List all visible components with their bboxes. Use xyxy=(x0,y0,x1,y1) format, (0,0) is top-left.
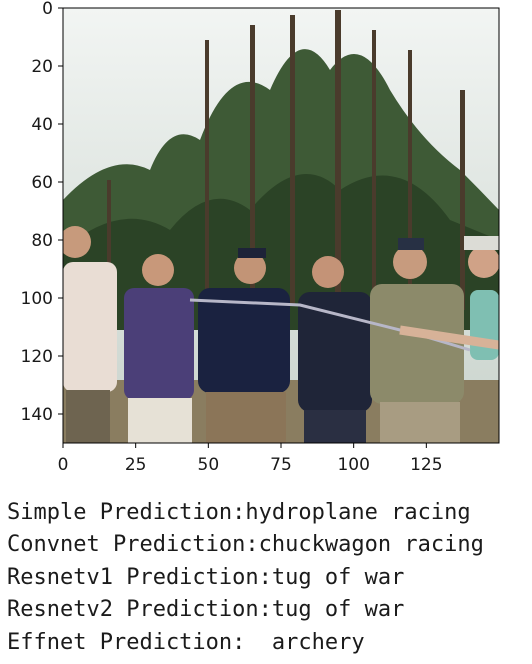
x-tick-label: 75 xyxy=(270,455,292,475)
prediction-convnet: Convnet Prediction:chuckwagon racing xyxy=(7,529,484,561)
y-tick-label: 100 xyxy=(21,289,53,309)
prediction-value: tug of war xyxy=(271,597,405,623)
prediction-value: archery xyxy=(271,629,365,655)
y-tick-label: 40 xyxy=(31,115,53,135)
prediction-value: hydroplane racing xyxy=(245,500,471,525)
prediction-resnetv2: Resnetv2 Prediction:tug of war xyxy=(7,594,484,626)
x-tick-label: 125 xyxy=(410,455,442,475)
prediction-simple: Simple Prediction:hydroplane racing xyxy=(7,497,484,529)
y-tick-label: 60 xyxy=(31,173,53,193)
x-axis: 0 25 50 75 100 125 xyxy=(58,443,443,475)
x-tick-label: 25 xyxy=(125,455,147,475)
x-tick-label: 50 xyxy=(198,455,220,475)
y-axis: 0 20 40 60 80 100 120 140 xyxy=(21,0,63,425)
y-tick-label: 120 xyxy=(21,347,53,367)
prediction-effnet: Effnet Prediction: archery xyxy=(7,627,484,659)
prediction-label: Simple Prediction: xyxy=(7,500,246,525)
photo-image xyxy=(63,8,499,443)
prediction-label: Resnetv2 Prediction: xyxy=(7,597,272,623)
prediction-value: chuckwagon racing xyxy=(258,532,484,558)
y-tick-label: 80 xyxy=(31,231,53,251)
x-tick-label: 100 xyxy=(337,455,369,475)
prediction-resnetv1: Resnetv1 Prediction:tug of war xyxy=(7,562,484,594)
prediction-label: Convnet Prediction: xyxy=(7,532,259,558)
x-tick-label: 0 xyxy=(58,455,69,475)
prediction-label: Resnetv1 Prediction: xyxy=(7,564,272,590)
y-tick-label: 20 xyxy=(31,57,53,77)
y-tick-label: 0 xyxy=(42,0,53,19)
prediction-list: Simple Prediction:hydroplane racing Conv… xyxy=(7,497,484,659)
prediction-value: tug of war xyxy=(271,564,405,590)
prediction-label: Effnet Prediction: xyxy=(7,629,272,655)
y-tick-label: 140 xyxy=(21,405,53,425)
image-plot: 0 25 50 75 100 125 0 20 40 60 80 100 120 140 xyxy=(21,0,500,475)
